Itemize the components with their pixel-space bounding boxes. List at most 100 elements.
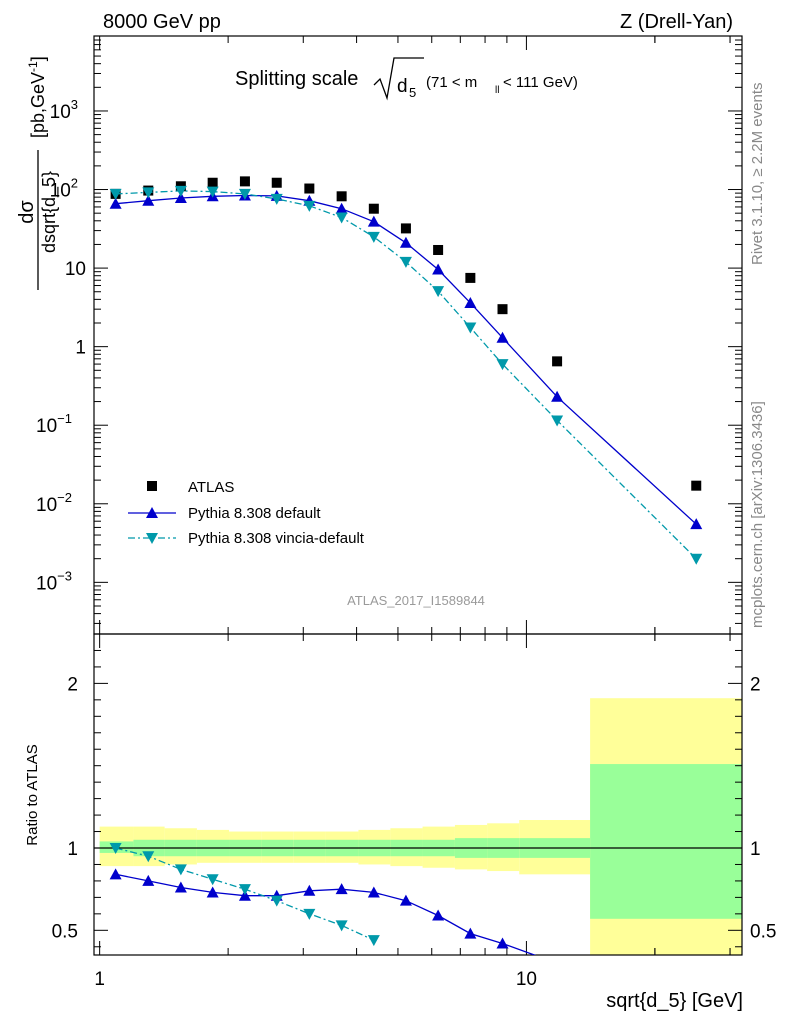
sqrt-sign — [373, 57, 424, 101]
ratio-y-tick-label-right: 0.5 — [750, 921, 776, 942]
ratio-pythia-default-point — [335, 883, 348, 895]
pythia-vincia-point — [432, 286, 445, 298]
title-var: d — [397, 76, 408, 97]
pythia-vincia-point — [270, 193, 283, 205]
y-tick-label: 10−3 — [36, 568, 72, 594]
svg-text:(71 < m: (71 < m — [426, 74, 477, 91]
pythia-vincia-point — [238, 188, 251, 200]
ratio-band-inner — [590, 764, 742, 919]
ratio-y-tick-label-right: 1 — [750, 839, 761, 860]
ratio-pythia-vincia-point — [142, 851, 155, 863]
ylabel-numerator: dσ — [16, 200, 38, 224]
atlas-data-point — [304, 183, 315, 194]
title-main: Splitting scale — [235, 68, 358, 90]
y-tick-label: 1 — [75, 338, 86, 359]
pythia-default-point — [464, 296, 477, 308]
ratio-pythia-default-point — [238, 889, 251, 901]
mcplots-reference-label: mcplots.cern.ch [arXiv:1306.3436] — [749, 401, 766, 628]
ratio-pythia-vincia-point — [174, 864, 187, 876]
title-var-sub: 5 — [409, 85, 416, 100]
title-range-pre: (71 < m — [426, 74, 477, 91]
legend-marker-default — [146, 507, 158, 518]
pythia-vincia-point — [367, 231, 380, 243]
ratio-pythia-default-point — [303, 884, 316, 896]
atlas-data-point — [207, 177, 218, 188]
pythia-default-point — [109, 197, 122, 209]
ratio-pythia-vincia-point — [367, 935, 380, 947]
svg-text:< 111 GeV): < 111 GeV) — [503, 74, 578, 91]
atlas-data-point — [497, 304, 508, 315]
atlas-data-point — [336, 191, 347, 202]
ratio-pythia-default-point — [399, 894, 412, 906]
pythia-default-point — [690, 518, 703, 530]
svg-text:dσ: dσ — [16, 200, 38, 224]
ylabel-unit: [pb,GeV — [28, 72, 48, 138]
atlas-data-point — [433, 244, 444, 255]
pythia-vincia-point — [496, 359, 509, 371]
rivet-version-label: Rivet 3.1.10, ≥ 2.2M events — [749, 83, 766, 266]
main-plot-area: 10−3 10−2 10−1 1 10 102 103 — [36, 35, 743, 635]
pythia-vincia-point — [142, 187, 155, 199]
atlas-data-point — [465, 272, 476, 283]
pythia-default-point — [142, 194, 155, 206]
pythia-vincia-point — [109, 188, 122, 200]
ratio-pythia-vincia-point — [109, 843, 122, 854]
x-tick-label: 10 — [516, 969, 537, 990]
atlas-data-point — [400, 223, 411, 234]
pythia-default-point — [432, 263, 445, 275]
legend-label-vincia: Pythia 8.308 vincia-default — [188, 530, 365, 547]
ratio-pythia-vincia-point — [303, 908, 316, 920]
ratio-pythia-default-point — [142, 874, 155, 886]
svg-text:dsqrt{d_5}: dsqrt{d_5} — [39, 171, 60, 253]
ratio-y-axis-label: Ratio to ATLAS — [24, 744, 41, 845]
chart-title: Splitting scale d 5 (71 < m ll < 111 GeV… — [235, 57, 578, 101]
ratio-frame — [93, 633, 743, 956]
ratio-pythia-default-point — [464, 927, 477, 939]
pythia-vincia-point — [303, 200, 316, 212]
pythia-default-point — [551, 390, 564, 402]
pythia-vincia-point — [399, 256, 412, 268]
ratio-pythia-default-line — [115, 873, 537, 955]
y-tick-label: 10−1 — [36, 411, 72, 437]
atlas-data-point — [552, 356, 563, 367]
atlas-data-point — [239, 176, 250, 187]
ratio-pythia-vincia-point — [238, 884, 251, 896]
legend-marker-vincia — [146, 533, 158, 544]
title-range-post: < 111 GeV) — [503, 74, 578, 91]
svg-text:[pb,GeV-1]: [pb,GeV-1] — [26, 56, 48, 138]
legend-label-atlas: ATLAS — [188, 479, 234, 496]
pythia-default-point — [367, 215, 380, 227]
pythia-vincia-point — [174, 185, 187, 197]
legend: ATLAS Pythia 8.308 default Pythia 8.308 … — [128, 479, 365, 547]
ratio-pythia-default-point — [432, 909, 445, 921]
ratio-plot-area: 1 10 0.5 0.5 1 1 2 2 — [52, 633, 776, 990]
legend-label-default: Pythia 8.308 default — [188, 505, 321, 522]
pythia-default-point — [335, 202, 348, 214]
ylabel-denominator: dsqrt{d_5} — [39, 171, 60, 253]
svg-text:5: 5 — [409, 85, 416, 100]
header-right-label: Z (Drell-Yan) — [620, 11, 733, 33]
ratio-pythia-default-point — [109, 868, 122, 880]
pythia-default-point — [174, 192, 187, 204]
svg-text:ll: ll — [495, 85, 499, 96]
ratio-pythia-vincia-point — [206, 874, 219, 886]
pythia-vincia-point — [551, 415, 564, 427]
svg-text:d: d — [397, 76, 408, 97]
pythia-vincia-point — [690, 553, 703, 565]
y-tick-label: 103 — [50, 97, 78, 123]
x-tick-label: 1 — [94, 969, 105, 990]
pythia-vincia-point — [206, 186, 219, 198]
ratio-pythia-default-point — [367, 886, 380, 898]
y-tick-label: 10−2 — [36, 490, 72, 516]
header-left-label: 8000 GeV pp — [103, 11, 221, 33]
y-tick-label: 102 — [50, 176, 78, 202]
pythia-vincia-point — [464, 322, 477, 334]
ratio-pythia-vincia-point — [335, 920, 348, 932]
legend-marker-atlas — [147, 481, 157, 491]
pythia-default-point — [399, 236, 412, 248]
ratio-y-tick-label: 2 — [67, 674, 78, 695]
ylabel-unit-end: ] — [28, 56, 48, 61]
svg-text:Splitting scale: Splitting scale — [235, 68, 358, 90]
x-axis-label: sqrt{d_5} [GeV] — [606, 990, 743, 1012]
